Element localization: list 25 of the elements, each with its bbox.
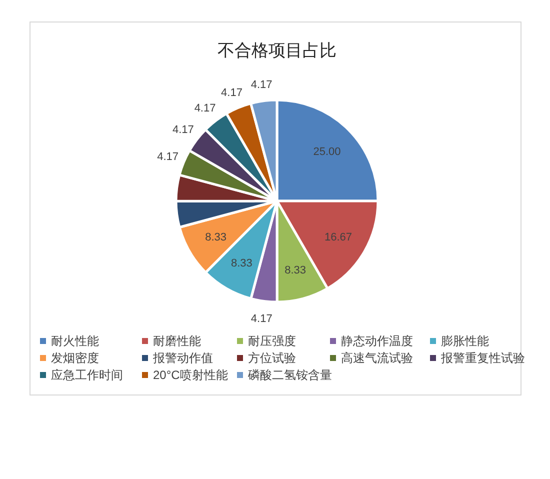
legend-label: 耐火性能: [51, 334, 99, 348]
legend-label: 高速气流试验: [341, 351, 413, 365]
data-label: 16.67: [324, 231, 352, 244]
data-label: 4.17: [157, 150, 179, 163]
legend-label: 报警动作值: [152, 351, 213, 365]
legend-label: 报警重复性试验: [440, 351, 525, 365]
data-label: 4.17: [194, 102, 216, 114]
data-label: 8.33: [284, 264, 306, 276]
data-label: 4.17: [172, 124, 194, 136]
legend-label: 应急工作时间: [51, 368, 123, 382]
data-label: 8.33: [205, 231, 227, 244]
legend-label: 耐磨性能: [153, 334, 201, 348]
legend-label: 磷酸二氢铵含量: [247, 368, 332, 382]
data-label: 4.17: [250, 313, 272, 326]
data-label: 25.00: [313, 146, 341, 158]
chart-title: 不合格项目占比: [218, 41, 336, 60]
legend-label: 膨胀性能: [441, 334, 489, 348]
legend-label: 静态动作温度: [341, 334, 413, 348]
data-label: 8.33: [230, 257, 252, 270]
data-label: 4.17: [221, 86, 242, 99]
data-label: 4.17: [250, 78, 272, 91]
legend-label: 方位试验: [248, 351, 296, 365]
legend-label: 耐压强度: [248, 334, 296, 348]
legend-label: 20°C喷射性能: [153, 368, 228, 382]
legend-label: 发烟密度: [51, 351, 99, 365]
